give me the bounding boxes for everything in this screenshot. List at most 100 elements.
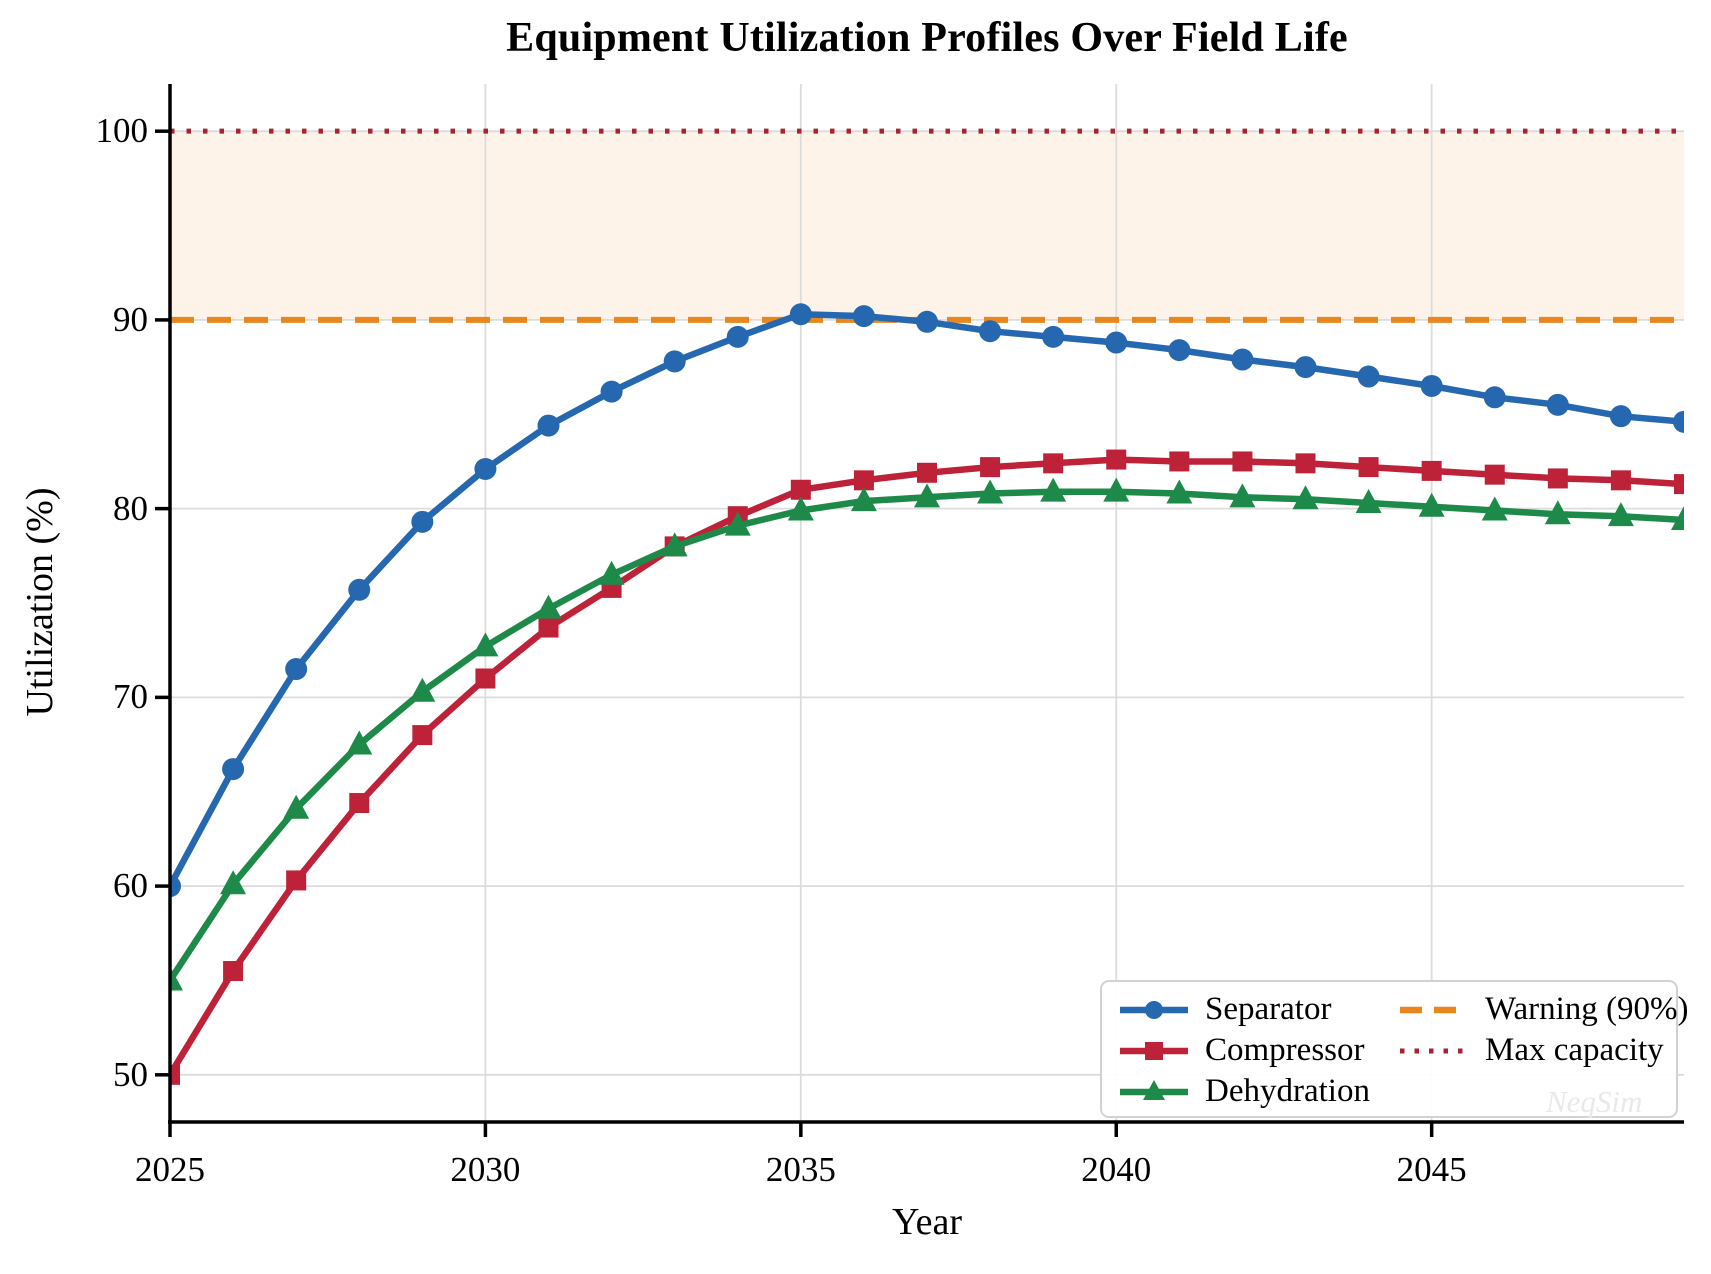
data-point-marker <box>1674 474 1684 495</box>
data-point-marker <box>472 632 499 657</box>
data-point-marker <box>1040 477 1067 502</box>
legend-reference-column: Warning (90%) Max capacity <box>1398 989 1689 1071</box>
data-point-marker <box>787 496 814 521</box>
data-point-marker <box>1166 479 1193 504</box>
data-point-marker <box>411 510 434 533</box>
data-point-marker <box>285 658 308 681</box>
data-point-marker <box>1607 502 1634 527</box>
data-point-marker <box>222 758 245 781</box>
data-point-marker <box>663 350 686 373</box>
data-point-marker <box>1355 488 1382 513</box>
data-point-marker <box>916 310 938 333</box>
x-tick-label: 2040 <box>1081 1150 1152 1189</box>
data-point-marker <box>223 961 244 982</box>
data-point-marker <box>346 730 373 755</box>
legend-sample-dotted-icon <box>1400 1048 1468 1053</box>
legend-sample-dashed-icon <box>1400 1006 1468 1013</box>
legend: Separator Compressor Dehydration Warning (… <box>1100 980 1689 1118</box>
data-point-marker <box>412 725 433 746</box>
data-point-marker <box>538 617 559 638</box>
data-point-marker <box>220 870 247 895</box>
legend-item: Dehydration <box>1118 1071 1370 1112</box>
x-tick-label: 2035 <box>765 1150 836 1189</box>
data-point-marker <box>914 483 940 508</box>
x-tick-label: 2025 <box>135 1150 205 1189</box>
legend-series-column: Separator Compressor Dehydration <box>1118 989 1370 1112</box>
data-point-marker <box>1357 365 1380 388</box>
legend-item: Separator <box>1118 989 1370 1030</box>
y-tick-label: 50 <box>113 1054 148 1094</box>
legend-sample-triangle-icon <box>1120 1079 1188 1100</box>
legend-item-label: Dehydration <box>1205 1073 1370 1109</box>
series-line <box>170 310 1684 888</box>
data-point-marker <box>979 320 1002 343</box>
x-tick-label: 2030 <box>450 1150 521 1189</box>
data-point-marker <box>1546 393 1569 416</box>
data-point-marker <box>170 1064 180 1085</box>
data-point-marker <box>1481 496 1508 521</box>
legend-item: Compressor <box>1118 1030 1370 1071</box>
data-point-marker <box>1358 457 1379 478</box>
data-point-marker <box>1105 331 1128 354</box>
data-point-marker <box>349 793 370 814</box>
x-axis-label: Year <box>891 1201 963 1243</box>
data-point-marker <box>1229 483 1256 508</box>
legend-item-label: Compressor <box>1205 1032 1365 1068</box>
chart-title: Equipment Utilization Profiles Over Fiel… <box>506 15 1348 61</box>
data-point-marker <box>1292 485 1319 510</box>
data-point-marker <box>475 668 496 689</box>
y-tick-label: 80 <box>113 488 148 528</box>
data-point-marker <box>1544 500 1571 525</box>
data-point-marker <box>726 325 749 348</box>
data-point-marker <box>1609 405 1632 428</box>
data-point-marker <box>537 414 560 437</box>
data-point-marker <box>1042 325 1065 348</box>
data-point-marker <box>1043 453 1064 474</box>
x-tick-label: 2045 <box>1396 1150 1467 1189</box>
warning-band <box>170 131 1684 320</box>
data-point-marker <box>409 677 436 702</box>
data-point-marker <box>1294 356 1317 379</box>
data-point-marker <box>1420 374 1443 397</box>
watermark: NeqSim <box>1546 1084 1643 1119</box>
legend-sample-square-icon <box>1120 1041 1188 1060</box>
data-point-marker <box>724 511 751 536</box>
data-point-marker <box>917 462 937 483</box>
data-point-marker <box>1418 492 1445 517</box>
series-dehydration <box>170 477 1684 991</box>
data-point-marker <box>980 457 1001 478</box>
legend-item-label: Max capacity <box>1485 1032 1664 1068</box>
data-point-marker <box>598 560 625 585</box>
series-line <box>170 488 1684 983</box>
data-point-marker <box>170 966 183 991</box>
data-point-marker <box>1421 460 1442 481</box>
y-tick-label: 60 <box>113 866 148 906</box>
data-point-marker <box>790 479 811 500</box>
data-point-marker <box>852 305 875 328</box>
legend-sample-circle-icon <box>1120 1000 1188 1019</box>
data-point-marker <box>286 870 307 891</box>
data-point-marker <box>1103 477 1130 502</box>
data-point-marker <box>1295 453 1316 474</box>
data-point-marker <box>1484 464 1505 485</box>
data-point-marker <box>1673 410 1684 433</box>
legend-item: Warning (90%) <box>1398 989 1689 1030</box>
data-point-marker <box>535 594 562 619</box>
data-point-marker <box>348 578 371 601</box>
data-point-marker <box>1483 386 1506 409</box>
series-separator <box>170 303 1684 898</box>
data-point-marker <box>850 487 877 512</box>
legend-item: Max capacity <box>1398 1030 1689 1071</box>
y-tick-label: 70 <box>113 677 148 717</box>
data-point-marker <box>474 458 497 481</box>
data-point-marker <box>1231 348 1254 371</box>
data-point-marker <box>1232 451 1253 472</box>
data-point-marker <box>661 532 688 557</box>
data-point-marker <box>1671 505 1684 530</box>
data-point-marker <box>283 794 310 819</box>
series-compressor <box>170 449 1684 1085</box>
data-point-marker <box>1168 339 1191 362</box>
legend-item-label: Warning (90%) <box>1485 991 1689 1027</box>
